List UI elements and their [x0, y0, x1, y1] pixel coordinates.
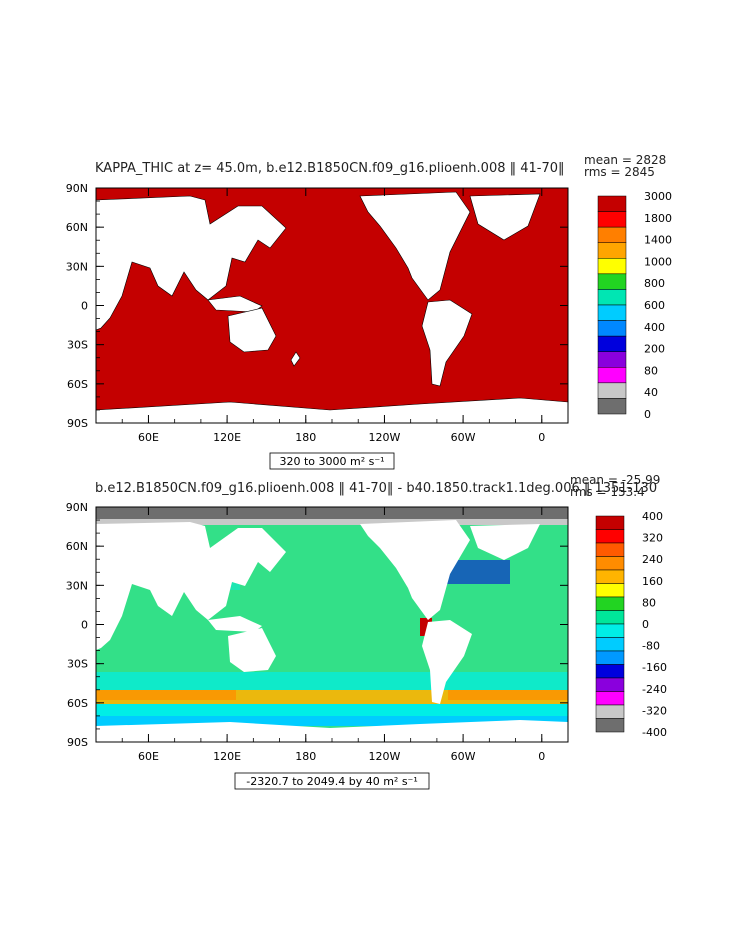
panel2-lon-tick-label: 120E — [213, 750, 241, 763]
panel1-legend-swatch — [597, 351, 627, 368]
panel2-legend-swatch — [595, 542, 625, 557]
panel1-legend-swatch — [597, 195, 627, 212]
panel2-latitude-axis: 90N 60N 30N 0 30S 60S 90S — [66, 501, 568, 749]
panel1-lon-tick-label: 0 — [538, 431, 545, 444]
panel2-lat-tick-label: 30S — [67, 658, 88, 671]
panel2-legend-label: 320 — [642, 532, 663, 545]
panel1-legend-swatch — [597, 211, 627, 228]
panel2-lat-tick-label: 90N — [66, 501, 88, 514]
panel2-mean: mean = -25.99 — [570, 473, 660, 487]
panel2-legend-swatch — [595, 637, 625, 652]
panel1-legend-label: 40 — [644, 386, 658, 399]
panel1-lat-tick-label: 30N — [66, 260, 88, 273]
panel-kappa-thic: KAPPA_THIC at z= 45.0m, b.e12.B1850CN.f0… — [66, 153, 672, 470]
panel1-legend-swatch — [597, 258, 627, 275]
panel1-lat-tick-label: 30S — [67, 339, 88, 352]
panel1-lon-tick-label: 180 — [295, 431, 316, 444]
panel1-lon-tick-label: 60E — [138, 431, 159, 444]
panel2-rms: rms = 153.4 — [570, 485, 645, 499]
panel1-legend-swatch — [597, 320, 627, 337]
panel2-continents — [96, 520, 568, 742]
panel1-range-label: 320 to 3000 m² s⁻¹ — [279, 455, 384, 468]
panel2-lon-tick-label: 180 — [295, 750, 316, 763]
panel1-lat-tick-label: 60N — [66, 221, 88, 234]
panel2-lat-tick-label: 30N — [66, 579, 88, 592]
panel2-legend-swatch — [595, 718, 625, 733]
panel2-legend-swatch — [595, 664, 625, 679]
panel2-legend-swatch — [595, 623, 625, 638]
panel1-legend-swatch — [597, 382, 627, 399]
panel2-legend-swatch — [595, 569, 625, 584]
panel2-longitude-axis: 60E 120E 180 120W 60W 0 — [121, 507, 569, 763]
panel1-continents — [95, 191, 569, 424]
panel1-legend-label: 1000 — [644, 255, 672, 268]
panel2-legend-label: 240 — [642, 553, 663, 566]
panel1-longitude-axis: 60E 120E 180 120W 60W 0 — [121, 188, 569, 444]
panel1-legend-label: 3000 — [644, 190, 672, 203]
panel1-range-box — [269, 452, 395, 470]
panel2-title: b.e12.B1850CN.f09_g16.plioenh.008 ‖ 41-7… — [95, 481, 657, 496]
panel1-legend-swatch — [597, 398, 627, 415]
panel1-rms: rms = 2845 — [584, 165, 655, 179]
panel2-lon-tick-label: 120W — [369, 750, 401, 763]
panel2-legend-label: 0 — [642, 618, 649, 631]
panel2-lon-tick-label: 60E — [138, 750, 159, 763]
panel1-legend-label: 600 — [644, 299, 665, 312]
panel1-lat-tick-label: 0 — [81, 300, 88, 313]
panel2-legend-swatch — [595, 704, 625, 719]
panel1-legend-label: 1800 — [644, 212, 672, 225]
panel1-latitude-axis: 90N 60N 30N 0 30S 60S 90S — [66, 182, 568, 430]
panel2-legend-swatch — [595, 691, 625, 706]
panel1-legend-label: 800 — [644, 277, 665, 290]
panel1-lat-tick-label: 90N — [66, 182, 88, 195]
panel2-legend-swatch — [595, 529, 625, 544]
panel2-legend-label: -400 — [642, 726, 667, 739]
panel1-legend-swatch — [597, 226, 627, 243]
panel2-legend-label: -80 — [642, 640, 660, 653]
panel1-legend-swatch — [597, 304, 627, 321]
panel-difference: b.e12.B1850CN.f09_g16.plioenh.008 ‖ 41-7… — [66, 473, 667, 790]
panel1-lat-tick-label: 90S — [67, 417, 88, 430]
panel2-lat-tick-label: 60N — [66, 540, 88, 553]
panel1-lon-tick-label: 120E — [213, 431, 241, 444]
panel2-legend-swatch — [595, 610, 625, 625]
panel2-legend-swatch — [595, 515, 625, 530]
panel1-legend-label: 1400 — [644, 234, 672, 247]
panel1-title: KAPPA_THIC at z= 45.0m, b.e12.B1850CN.f0… — [95, 161, 565, 176]
panel1-legend-label: 80 — [644, 364, 658, 377]
panel2-legend: 400 320 240 160 80 0 -80 -160 -240 -320 -400 — [595, 510, 667, 739]
panel1-legend-swatch — [597, 367, 627, 384]
panel2-lat-tick-label: 0 — [81, 619, 88, 632]
panel1-lon-tick-label: 60W — [451, 431, 476, 444]
panel2-legend-label: 80 — [642, 596, 656, 609]
panel2-legend-label: 400 — [642, 510, 663, 523]
panel1-lon-tick-label: 120W — [369, 431, 401, 444]
panel1-mean: mean = 2828 — [584, 153, 666, 167]
panel1-legend-swatch — [597, 273, 627, 290]
panel1-legend-swatch — [597, 335, 627, 352]
panel2-legend-swatch — [595, 677, 625, 692]
panel2-lon-tick-label: 0 — [538, 750, 545, 763]
panel1-lat-tick-label: 60S — [67, 378, 88, 391]
panel2-lon-tick-label: 60W — [451, 750, 476, 763]
panel2-lat-tick-label: 60S — [67, 697, 88, 710]
panel2-range-label: -2320.7 to 2049.4 by 40 m² s⁻¹ — [246, 775, 418, 788]
panel2-lat-tick-label: 90S — [67, 736, 88, 749]
panel2-range-box — [234, 772, 430, 790]
panel2-legend-label: -240 — [642, 683, 667, 696]
panel2-legend-swatch — [595, 583, 625, 598]
panel1-legend-label: 200 — [644, 343, 665, 356]
panel1-legend-label: 400 — [644, 321, 665, 334]
panel1-legend-swatch — [597, 289, 627, 306]
panel1-legend-swatch — [597, 242, 627, 259]
panel2-legend-label: 160 — [642, 575, 663, 588]
panel2-legend-swatch — [595, 650, 625, 665]
panel2-legend-swatch — [595, 556, 625, 571]
panel2-legend-label: -160 — [642, 661, 667, 674]
panel1-legend-label: 0 — [644, 408, 651, 421]
panel2-legend-swatch — [595, 596, 625, 611]
panel2-legend-label: -320 — [642, 704, 667, 717]
